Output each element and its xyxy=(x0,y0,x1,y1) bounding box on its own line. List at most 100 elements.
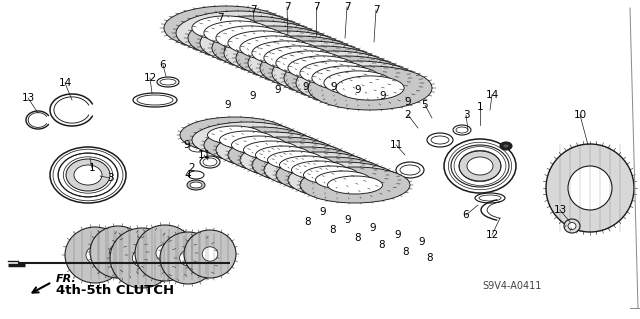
Ellipse shape xyxy=(316,171,371,189)
Text: 14: 14 xyxy=(58,78,72,88)
Ellipse shape xyxy=(264,46,332,70)
Text: 6: 6 xyxy=(463,210,469,220)
Ellipse shape xyxy=(467,157,493,175)
Ellipse shape xyxy=(184,230,236,278)
Text: S9V4-A0411: S9V4-A0411 xyxy=(482,281,541,291)
Ellipse shape xyxy=(272,51,396,95)
Text: 9: 9 xyxy=(345,215,351,225)
Ellipse shape xyxy=(300,61,368,85)
Ellipse shape xyxy=(284,56,408,100)
Ellipse shape xyxy=(86,247,104,263)
Text: 12: 12 xyxy=(143,73,157,83)
Text: 9: 9 xyxy=(250,91,256,101)
Text: 9: 9 xyxy=(380,91,387,101)
Ellipse shape xyxy=(336,76,404,100)
Ellipse shape xyxy=(500,142,512,150)
Ellipse shape xyxy=(243,141,298,159)
Ellipse shape xyxy=(252,147,362,183)
Text: 9: 9 xyxy=(331,82,337,92)
Ellipse shape xyxy=(546,144,634,232)
Text: 7: 7 xyxy=(217,13,223,23)
Ellipse shape xyxy=(188,16,312,60)
Text: 11: 11 xyxy=(389,140,403,150)
Ellipse shape xyxy=(568,166,612,210)
Ellipse shape xyxy=(65,227,125,283)
Text: 13: 13 xyxy=(554,205,566,215)
Ellipse shape xyxy=(90,226,146,278)
Ellipse shape xyxy=(248,41,372,85)
Ellipse shape xyxy=(328,176,383,194)
Ellipse shape xyxy=(459,151,501,181)
Text: 10: 10 xyxy=(573,110,587,120)
Text: 9: 9 xyxy=(355,85,362,95)
Ellipse shape xyxy=(224,31,348,75)
Ellipse shape xyxy=(190,182,202,188)
Text: 9: 9 xyxy=(419,237,426,247)
Ellipse shape xyxy=(255,146,310,164)
Ellipse shape xyxy=(160,232,216,284)
Text: 9: 9 xyxy=(320,207,326,217)
Ellipse shape xyxy=(176,11,300,55)
Ellipse shape xyxy=(187,180,205,190)
Ellipse shape xyxy=(264,152,374,188)
Ellipse shape xyxy=(308,66,432,110)
Ellipse shape xyxy=(156,245,174,261)
Text: 2: 2 xyxy=(189,163,195,173)
Ellipse shape xyxy=(74,165,102,185)
Ellipse shape xyxy=(192,16,260,40)
Text: 1: 1 xyxy=(477,102,483,112)
Text: 11: 11 xyxy=(197,150,211,160)
Ellipse shape xyxy=(503,144,509,148)
Ellipse shape xyxy=(132,249,152,267)
Text: 8: 8 xyxy=(330,225,336,235)
Ellipse shape xyxy=(204,21,272,45)
Ellipse shape xyxy=(564,219,580,233)
Ellipse shape xyxy=(110,228,174,288)
Ellipse shape xyxy=(212,26,336,70)
Text: 5: 5 xyxy=(422,100,428,110)
Ellipse shape xyxy=(192,122,302,158)
Text: 9: 9 xyxy=(370,223,376,233)
Text: 4: 4 xyxy=(185,170,191,180)
Ellipse shape xyxy=(252,41,320,65)
Ellipse shape xyxy=(268,151,323,169)
Text: 8: 8 xyxy=(305,217,311,227)
Ellipse shape xyxy=(288,56,356,80)
Ellipse shape xyxy=(240,36,308,60)
Ellipse shape xyxy=(280,156,335,174)
Text: 9: 9 xyxy=(303,82,309,92)
Ellipse shape xyxy=(276,51,344,75)
Text: 9: 9 xyxy=(184,140,190,150)
Ellipse shape xyxy=(207,126,262,144)
Ellipse shape xyxy=(291,161,346,179)
Ellipse shape xyxy=(324,71,392,95)
Ellipse shape xyxy=(568,222,576,229)
Text: 13: 13 xyxy=(21,93,35,103)
Text: 3: 3 xyxy=(463,110,469,120)
Text: 7: 7 xyxy=(372,5,380,15)
Ellipse shape xyxy=(164,6,288,50)
Text: 8: 8 xyxy=(379,240,385,250)
Ellipse shape xyxy=(216,132,326,168)
Text: 7: 7 xyxy=(284,2,291,12)
Text: 8: 8 xyxy=(355,233,362,243)
Text: 7: 7 xyxy=(313,2,319,12)
Ellipse shape xyxy=(200,21,324,65)
Ellipse shape xyxy=(228,137,338,173)
Text: 3: 3 xyxy=(107,173,113,183)
Ellipse shape xyxy=(204,127,314,163)
Ellipse shape xyxy=(109,244,127,260)
Text: 12: 12 xyxy=(485,230,499,240)
Text: 2: 2 xyxy=(404,110,412,120)
Ellipse shape xyxy=(180,117,290,153)
Ellipse shape xyxy=(240,142,350,178)
Text: FR.: FR. xyxy=(56,274,77,284)
Ellipse shape xyxy=(135,225,195,281)
Text: 8: 8 xyxy=(403,247,410,257)
Text: 9: 9 xyxy=(395,230,401,240)
Text: 9: 9 xyxy=(404,97,412,107)
Ellipse shape xyxy=(276,157,386,193)
Text: 1: 1 xyxy=(89,163,95,173)
Ellipse shape xyxy=(312,66,380,90)
Ellipse shape xyxy=(66,159,110,191)
